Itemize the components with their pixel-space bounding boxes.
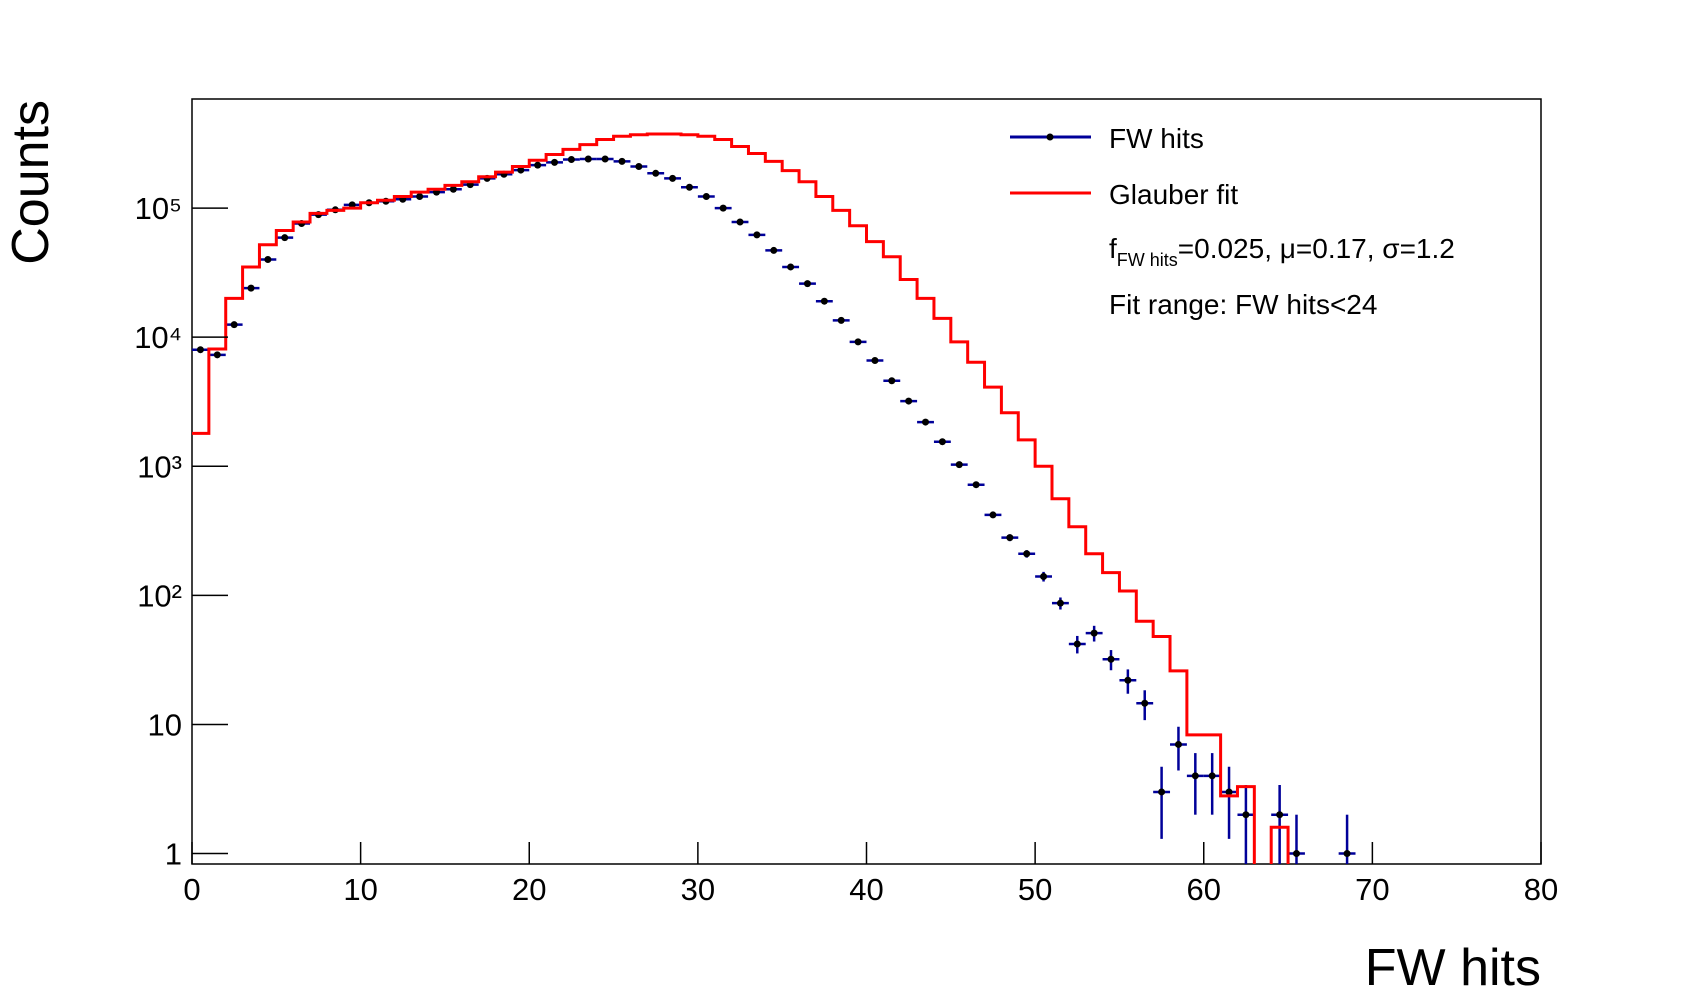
data-point bbox=[1292, 850, 1300, 858]
fit-histogram bbox=[192, 132, 1290, 864]
data-point bbox=[196, 346, 204, 354]
data-point bbox=[1073, 640, 1081, 648]
data-point bbox=[517, 166, 525, 174]
data-point bbox=[972, 481, 980, 489]
x-axis-label: FW hits bbox=[1365, 939, 1541, 997]
x-tick-label: 40 bbox=[849, 872, 883, 907]
x-tick-label: 10 bbox=[343, 872, 377, 907]
x-tick-label: 50 bbox=[1018, 872, 1052, 907]
data-point bbox=[1191, 772, 1199, 780]
data-point bbox=[1208, 772, 1216, 780]
y-tick-label: 10² bbox=[137, 578, 182, 613]
data-point bbox=[685, 183, 693, 191]
data-point bbox=[1107, 655, 1115, 663]
data-point bbox=[1040, 573, 1048, 581]
data-point bbox=[669, 174, 677, 182]
data-point bbox=[264, 255, 272, 263]
data-point bbox=[955, 461, 963, 469]
x-tick-label: 80 bbox=[1524, 872, 1558, 907]
plot-area bbox=[192, 132, 1356, 864]
fit-range: Fit range: FW hits<24 bbox=[1109, 289, 1377, 320]
data-point bbox=[753, 231, 761, 239]
data-point bbox=[1174, 740, 1182, 748]
x-tick-label: 0 bbox=[183, 872, 200, 907]
legend-label: Glauber fit bbox=[1109, 179, 1238, 210]
data-point bbox=[1124, 676, 1132, 684]
data-point bbox=[736, 218, 744, 226]
data-point bbox=[348, 201, 356, 209]
data-point bbox=[905, 397, 913, 405]
y-tick-label: 10 bbox=[148, 707, 182, 742]
data-point bbox=[247, 284, 255, 292]
data-point bbox=[449, 185, 457, 193]
fit-text: =0.025, μ=0.17, σ=1.2 bbox=[1178, 233, 1455, 264]
data-point bbox=[213, 351, 221, 359]
data-point bbox=[1343, 850, 1351, 858]
data-point bbox=[1006, 534, 1014, 542]
data-point bbox=[938, 438, 946, 446]
data-point bbox=[1141, 699, 1149, 707]
data-point bbox=[702, 192, 710, 200]
data-point bbox=[1056, 599, 1064, 607]
data-point bbox=[1242, 811, 1250, 819]
data-point bbox=[989, 511, 997, 519]
x-tick-label: 60 bbox=[1187, 872, 1221, 907]
data-point bbox=[820, 297, 828, 305]
fit-symbol: f bbox=[1109, 233, 1117, 264]
data-point bbox=[888, 377, 896, 385]
data-point bbox=[1023, 550, 1031, 558]
data-point bbox=[635, 162, 643, 170]
data-point bbox=[601, 155, 609, 163]
x-tick-label: 70 bbox=[1355, 872, 1389, 907]
legend-label: FW hits bbox=[1109, 123, 1204, 154]
legend-marker bbox=[1046, 133, 1054, 141]
data-point bbox=[854, 338, 862, 346]
data-point bbox=[534, 161, 542, 169]
data-point bbox=[719, 204, 727, 212]
y-tick-label: 1 bbox=[165, 837, 182, 872]
data-point bbox=[787, 263, 795, 271]
data-point bbox=[416, 192, 424, 200]
data-point bbox=[652, 169, 660, 177]
data-point bbox=[567, 155, 575, 163]
data-point bbox=[618, 157, 626, 165]
data-point bbox=[803, 280, 811, 288]
data-point bbox=[871, 356, 879, 364]
data-point bbox=[770, 246, 778, 254]
data-point bbox=[837, 316, 845, 324]
x-tick-label: 20 bbox=[512, 872, 546, 907]
data-point bbox=[230, 321, 238, 329]
data-point bbox=[1158, 788, 1166, 796]
fit-params: fFW hits=0.025, μ=0.17, σ=1.2 bbox=[1109, 233, 1455, 270]
data-point bbox=[1225, 788, 1233, 796]
data-point bbox=[551, 158, 559, 166]
data-point bbox=[584, 155, 592, 163]
y-tick-label: 10³ bbox=[137, 449, 182, 484]
data-point bbox=[1090, 629, 1098, 637]
data-point bbox=[1276, 811, 1284, 819]
data-point bbox=[922, 418, 930, 426]
fit-subscript: FW hits bbox=[1117, 250, 1178, 270]
data-point bbox=[281, 234, 289, 242]
plot-frame bbox=[191, 98, 1542, 865]
y-tick-label: 10⁵ bbox=[135, 191, 182, 226]
x-tick-label: 30 bbox=[681, 872, 715, 907]
y-tick-label: 10⁴ bbox=[134, 320, 182, 355]
y-axis-label: Counts bbox=[2, 100, 60, 265]
